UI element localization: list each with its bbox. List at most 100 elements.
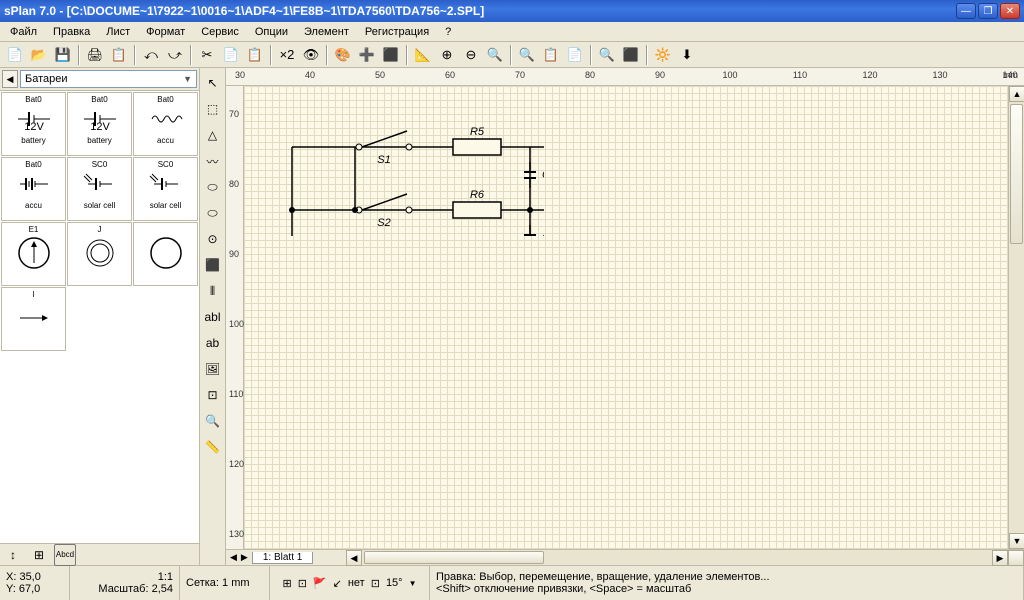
menu-Файл[interactable]: Файл xyxy=(2,24,45,40)
lib-prev-button[interactable]: ◀ xyxy=(2,70,18,88)
horizontal-scrollbar[interactable]: ◀ ▶ xyxy=(346,550,1008,565)
minimize-button[interactable]: — xyxy=(956,3,976,19)
toolbar-button[interactable]: 💾 xyxy=(52,44,74,66)
tool-button[interactable]: ⊙ xyxy=(202,228,224,250)
svg-text:C13: C13 xyxy=(542,232,544,236)
library-combo[interactable]: Батареи ▼ xyxy=(20,70,197,88)
tool-button[interactable]: ⬭ xyxy=(202,202,224,224)
toolbar-button[interactable]: 🔍 xyxy=(484,44,506,66)
tool-button[interactable]: △ xyxy=(202,124,224,146)
svg-text:R5: R5 xyxy=(470,126,485,138)
toolbar-button[interactable]: 👁 xyxy=(300,44,322,66)
toolbar-button[interactable]: 📄 xyxy=(4,44,26,66)
menu-Элемент[interactable]: Элемент xyxy=(296,24,357,40)
tool-icon[interactable]: 🚩 xyxy=(313,577,327,590)
lib-tool-icon[interactable]: ↕ xyxy=(2,544,24,566)
toolbar-button[interactable]: 📄 xyxy=(564,44,586,66)
sheet-tab[interactable]: 1: Blatt 1 xyxy=(252,552,313,564)
tool-icon[interactable]: ⊡ xyxy=(371,577,380,590)
vertical-ruler: 708090100110120130 xyxy=(226,86,244,549)
tool-button[interactable]: ⊡ xyxy=(202,384,224,406)
tool-button[interactable]: ⫴ xyxy=(202,280,224,302)
lib-tool-icon[interactable]: Abcd xyxy=(54,544,76,566)
tool-button[interactable]: ⬚ xyxy=(202,98,224,120)
library-item[interactable]: E1 xyxy=(1,222,66,286)
toolbar-button[interactable]: ⬛ xyxy=(620,44,642,66)
library-item[interactable] xyxy=(133,222,198,286)
toolbar-button[interactable]: 📄 xyxy=(220,44,242,66)
maximize-button[interactable]: ❐ xyxy=(978,3,998,19)
menu-Опции[interactable]: Опции xyxy=(247,24,296,40)
status-net: нет xyxy=(348,577,365,589)
library-grid: Bat012VbatteryBat012VbatteryBat0accuBat0… xyxy=(0,90,199,543)
menu-Регистрация[interactable]: Регистрация xyxy=(357,24,437,40)
toolbar-button[interactable]: ⬛ xyxy=(380,44,402,66)
toolbar-button[interactable]: ⬇ xyxy=(676,44,698,66)
toolbar-button[interactable]: 🔆 xyxy=(652,44,674,66)
close-button[interactable]: ✕ xyxy=(1000,3,1020,19)
toolbar-button[interactable]: 🖨 xyxy=(84,44,106,66)
toolbar-button[interactable]: 📂 xyxy=(28,44,50,66)
toolbar-button[interactable]: 🔍 xyxy=(516,44,538,66)
tool-button[interactable]: 🔍 xyxy=(202,410,224,432)
tool-button[interactable]: ab xyxy=(202,332,224,354)
menu-Сервис[interactable]: Сервис xyxy=(193,24,247,40)
menu-Лист[interactable]: Лист xyxy=(98,24,138,40)
tool-palette: ↖ ⬚ △ 〰 ⬭ ⬭ ⊙ ⬛ ⫴ abl ab 🖼 ⊡ 🔍 📏 xyxy=(200,68,226,565)
status-x: X: 35,0 xyxy=(6,571,63,583)
menu-Формат[interactable]: Формат xyxy=(138,24,193,40)
canvas[interactable]: R5R6R1R2R3R4C12C13C7C8C9C10C2C3C4C5S1S2I… xyxy=(244,86,1008,549)
tool-button[interactable]: ⬭ xyxy=(202,176,224,198)
toolbar-button[interactable]: ×2 xyxy=(276,44,298,66)
tool-button[interactable]: abl xyxy=(202,306,224,328)
sheet-tabs: ◀▶ 1: Blatt 1 xyxy=(226,550,346,565)
window-title: sPlan 7.0 - [C:\DOCUME~1\7922~1\0016~1\A… xyxy=(4,4,956,18)
toolbar-button[interactable]: ➕ xyxy=(356,44,378,66)
status-scale-ratio: 1:1 xyxy=(158,571,173,583)
library-item[interactable]: SC0solar cell xyxy=(133,157,198,221)
toolbar-button[interactable]: ⊖ xyxy=(460,44,482,66)
toolbar-button[interactable]: 📋 xyxy=(244,44,266,66)
library-item[interactable]: I xyxy=(1,287,66,351)
status-hint: Правка: Выбор, перемещение, вращение, уд… xyxy=(436,571,1017,583)
tool-button[interactable]: 〰 xyxy=(202,150,224,172)
titlebar: sPlan 7.0 - [C:\DOCUME~1\7922~1\0016~1\A… xyxy=(0,0,1024,22)
tool-button[interactable]: 🖼 xyxy=(202,358,224,380)
status-grid: Сетка: 1 mm xyxy=(186,577,263,589)
status-angle: 15° xyxy=(386,577,403,589)
toolbar-button[interactable]: 📋 xyxy=(540,44,562,66)
menu-?[interactable]: ? xyxy=(437,24,459,40)
library-item[interactable]: Bat012Vbattery xyxy=(1,92,66,156)
library-item[interactable]: Bat0accu xyxy=(133,92,198,156)
library-item[interactable]: SC0solar cell xyxy=(67,157,132,221)
toolbar: 📄📂💾🖨📋⤺⤻✂📄📋×2👁🎨➕⬛📐⊕⊖🔍🔍📋📄🔍⬛🔆⬇ xyxy=(0,42,1024,68)
library-tools: ↕ ⊞ Abcd xyxy=(0,543,199,565)
svg-text:C12: C12 xyxy=(542,169,544,181)
toolbar-button[interactable]: 🔍 xyxy=(596,44,618,66)
tool-button[interactable]: ⬛ xyxy=(202,254,224,276)
library-item[interactable]: Bat012Vbattery xyxy=(67,92,132,156)
toolbar-button[interactable]: ⊕ xyxy=(436,44,458,66)
toolbar-button[interactable]: ⤺ xyxy=(140,44,162,66)
library-panel: ◀ Батареи ▼ Bat012VbatteryBat012Vbattery… xyxy=(0,68,200,565)
vertical-scrollbar[interactable]: ▲ ▼ xyxy=(1008,86,1024,549)
toolbar-button[interactable]: ⤻ xyxy=(164,44,186,66)
library-item[interactable]: J xyxy=(67,222,132,286)
svg-text:S2: S2 xyxy=(377,217,390,229)
menu-Правка[interactable]: Правка xyxy=(45,24,98,40)
grid-icon[interactable]: ⊞ xyxy=(282,577,291,590)
lib-tool-icon[interactable]: ⊞ xyxy=(28,544,50,566)
statusbar: X: 35,0 Y: 67,0 1:1 Масштаб: 2,54 Сетка:… xyxy=(0,565,1024,600)
tool-icon[interactable]: ↙ xyxy=(333,577,342,590)
toolbar-button[interactable]: 📋 xyxy=(108,44,130,66)
tool-button[interactable]: ↖ xyxy=(202,72,224,94)
status-y: Y: 67,0 xyxy=(6,583,63,595)
tool-icon[interactable]: ⊡ xyxy=(298,577,307,590)
toolbar-button[interactable]: 📐 xyxy=(412,44,434,66)
tool-button[interactable]: 📏 xyxy=(202,436,224,458)
svg-text:R6: R6 xyxy=(470,189,485,201)
svg-text:12V: 12V xyxy=(24,121,44,131)
toolbar-button[interactable]: ✂ xyxy=(196,44,218,66)
library-item[interactable]: Bat0accu xyxy=(1,157,66,221)
toolbar-button[interactable]: 🎨 xyxy=(332,44,354,66)
